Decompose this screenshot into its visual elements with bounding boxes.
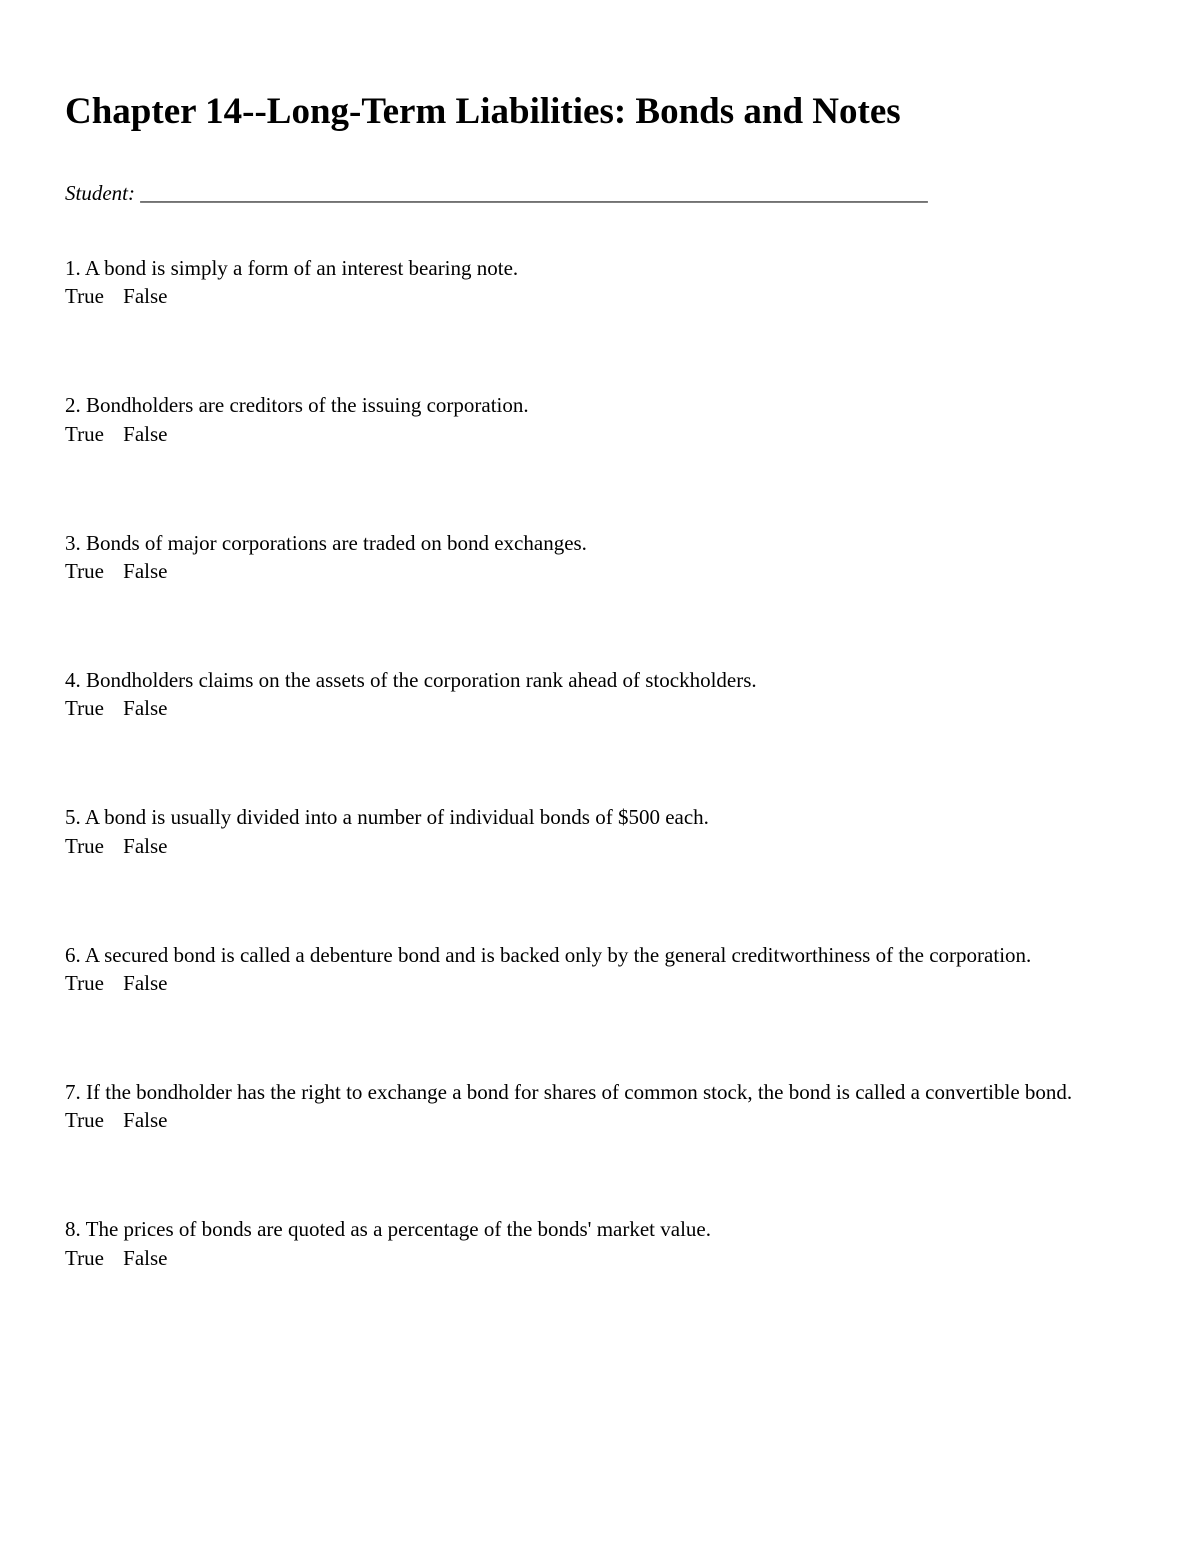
- student-field: Student: _______________________________…: [65, 181, 1135, 206]
- option-false[interactable]: False: [123, 422, 167, 446]
- option-false[interactable]: False: [123, 696, 167, 720]
- question-7: 7. If the bondholder has the right to ex…: [65, 1078, 1135, 1133]
- option-true[interactable]: True: [65, 559, 104, 583]
- option-false[interactable]: False: [123, 834, 167, 858]
- question-8: 8. The prices of bonds are quoted as a p…: [65, 1215, 1135, 1270]
- answer-options: True False: [65, 284, 1135, 309]
- option-false[interactable]: False: [123, 284, 167, 308]
- answer-options: True False: [65, 971, 1135, 996]
- question-text: 5. A bond is usually divided into a numb…: [65, 803, 1135, 831]
- question-text: 3. Bonds of major corporations are trade…: [65, 529, 1135, 557]
- option-false[interactable]: False: [123, 971, 167, 995]
- student-blank-line: ________________________________________…: [140, 181, 928, 205]
- answer-options: True False: [65, 1246, 1135, 1271]
- question-2: 2. Bondholders are creditors of the issu…: [65, 391, 1135, 446]
- question-text: 8. The prices of bonds are quoted as a p…: [65, 1215, 1135, 1243]
- answer-options: True False: [65, 834, 1135, 859]
- answer-options: True False: [65, 422, 1135, 447]
- question-text: 7. If the bondholder has the right to ex…: [65, 1078, 1135, 1106]
- question-3: 3. Bonds of major corporations are trade…: [65, 529, 1135, 584]
- option-true[interactable]: True: [65, 422, 104, 446]
- question-5: 5. A bond is usually divided into a numb…: [65, 803, 1135, 858]
- question-text: 4. Bondholders claims on the assets of t…: [65, 666, 1135, 694]
- question-text: 6. A secured bond is called a debenture …: [65, 941, 1135, 969]
- option-true[interactable]: True: [65, 1246, 104, 1270]
- option-true[interactable]: True: [65, 284, 104, 308]
- option-true[interactable]: True: [65, 1108, 104, 1132]
- question-1: 1. A bond is simply a form of an interes…: [65, 254, 1135, 309]
- answer-options: True False: [65, 696, 1135, 721]
- option-false[interactable]: False: [123, 1108, 167, 1132]
- option-true[interactable]: True: [65, 834, 104, 858]
- answer-options: True False: [65, 1108, 1135, 1133]
- question-4: 4. Bondholders claims on the assets of t…: [65, 666, 1135, 721]
- option-true[interactable]: True: [65, 696, 104, 720]
- question-text: 1. A bond is simply a form of an interes…: [65, 254, 1135, 282]
- option-false[interactable]: False: [123, 1246, 167, 1270]
- question-6: 6. A secured bond is called a debenture …: [65, 941, 1135, 996]
- student-label: Student:: [65, 181, 135, 205]
- option-false[interactable]: False: [123, 559, 167, 583]
- option-true[interactable]: True: [65, 971, 104, 995]
- page-title: Chapter 14--Long-Term Liabilities: Bonds…: [65, 90, 1135, 133]
- question-text: 2. Bondholders are creditors of the issu…: [65, 391, 1135, 419]
- answer-options: True False: [65, 559, 1135, 584]
